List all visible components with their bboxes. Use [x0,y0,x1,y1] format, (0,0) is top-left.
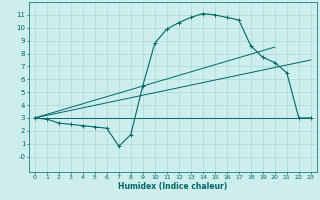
X-axis label: Humidex (Indice chaleur): Humidex (Indice chaleur) [118,182,228,191]
